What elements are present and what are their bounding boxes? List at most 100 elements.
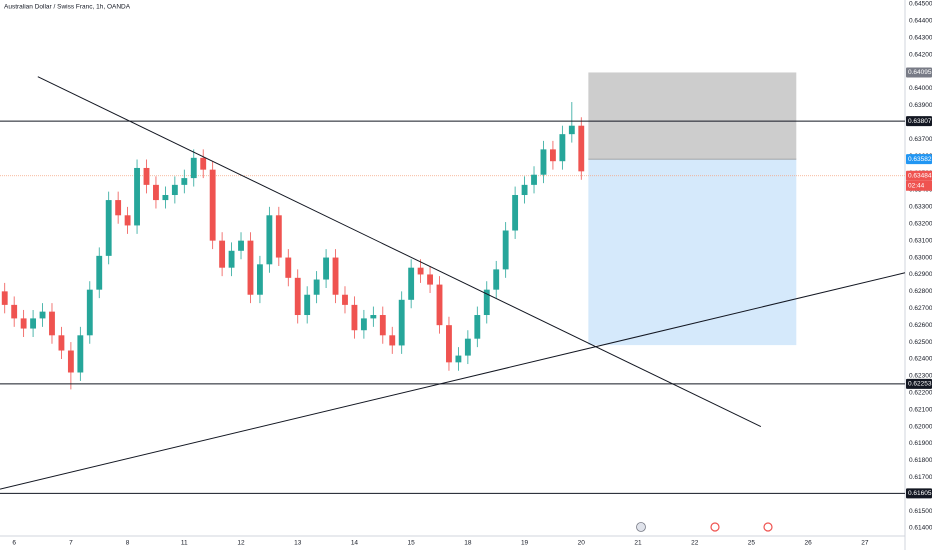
level-tag-label: 0.63807 — [908, 118, 932, 125]
event-icon[interactable] — [636, 522, 646, 532]
candle-body — [209, 169, 216, 241]
candle-body — [105, 200, 112, 256]
candle-body — [578, 125, 585, 172]
candle-body — [247, 240, 254, 295]
last-price-tag — [906, 170, 932, 181]
y-tick-label: 0.62800 — [909, 288, 932, 295]
x-tick-label: 20 — [578, 540, 586, 547]
y-tick-label: 0.61400 — [909, 525, 932, 532]
candle-body — [379, 315, 386, 336]
candle-body — [181, 178, 188, 185]
candle-body — [200, 157, 207, 170]
x-tick-label: 7 — [69, 540, 73, 547]
y-tick-label: 0.62700 — [909, 305, 932, 312]
x-tick-label: 19 — [521, 540, 529, 547]
y-tick-label: 0.64200 — [909, 51, 932, 58]
stop-tag — [906, 67, 932, 78]
candle-body — [342, 294, 348, 305]
level-tag-label: 0.61605 — [908, 490, 932, 497]
candle-body — [446, 325, 452, 363]
candle-body — [124, 215, 131, 226]
candle-body — [256, 264, 263, 295]
candle-body — [474, 315, 481, 339]
candle-body — [11, 304, 18, 319]
chart-title: Australian Dollar / Swiss Franc, 1h, OAN… — [4, 4, 131, 11]
y-tick-label: 0.62200 — [909, 389, 932, 396]
y-tick-label: 0.63700 — [909, 136, 932, 143]
y-tick-label: 0.63300 — [909, 204, 932, 211]
candle-body — [559, 134, 566, 162]
candle-body — [370, 315, 377, 319]
candle-body — [285, 257, 292, 278]
candle-body — [86, 289, 93, 336]
y-tick-label: 0.63900 — [909, 102, 932, 109]
x-tick-label: 11 — [181, 540, 188, 547]
candle-body — [323, 257, 330, 280]
x-tick-label: 8 — [126, 540, 130, 547]
stop-tag-label: 0.64095 — [908, 69, 932, 76]
candle-body — [228, 250, 235, 268]
candle-body — [96, 255, 103, 290]
candle-body — [313, 279, 320, 295]
candle-body — [455, 355, 462, 363]
level-tag — [906, 488, 932, 499]
candle-body — [549, 149, 556, 162]
candle-body — [134, 167, 140, 226]
candle-body — [294, 277, 301, 316]
candle-body — [502, 230, 509, 270]
x-tick-label: 27 — [861, 540, 869, 547]
last-price-tag-label: 0.63484 — [908, 172, 932, 179]
candle-body — [436, 284, 443, 326]
candle-body — [171, 184, 178, 196]
candle-body — [540, 149, 547, 175]
candle-body — [408, 267, 415, 300]
candle-body — [398, 299, 405, 346]
x-tick-label: 25 — [748, 540, 756, 547]
candle-body — [531, 174, 537, 185]
level-tag-label: 0.62253 — [908, 381, 932, 388]
candle-body — [512, 195, 519, 231]
x-tick-label: 26 — [805, 540, 813, 547]
event-icons — [636, 522, 773, 532]
candle-body — [332, 257, 339, 295]
y-tick-label: 0.61800 — [909, 457, 932, 464]
candle-body — [417, 267, 424, 275]
y-tick-label: 0.62500 — [909, 339, 932, 346]
y-tick-label: 0.62400 — [909, 356, 932, 363]
candle-body — [568, 125, 575, 135]
candle-body — [360, 318, 367, 331]
candle-body — [493, 269, 500, 290]
countdown-tag — [906, 180, 932, 191]
y-tick-label: 0.64400 — [909, 18, 932, 25]
event-icon[interactable] — [763, 522, 773, 532]
candle-body — [153, 184, 159, 201]
candle-body — [162, 195, 169, 201]
event-icon[interactable] — [710, 522, 720, 532]
y-tick-label: 0.62300 — [909, 373, 932, 380]
x-tick-label: 13 — [294, 540, 302, 547]
candle-body — [115, 200, 122, 216]
candle-body — [351, 304, 358, 331]
x-tick-label: 22 — [691, 540, 699, 547]
y-tick-label: 0.64500 — [909, 1, 932, 8]
candle-body — [49, 311, 55, 336]
candle-body — [521, 184, 528, 196]
candle-body — [39, 311, 46, 319]
y-tick-label: 0.63200 — [909, 220, 932, 227]
trendline — [37, 76, 762, 428]
candle-body — [389, 335, 396, 346]
candle-body — [143, 167, 150, 185]
y-tick-label: 0.62000 — [909, 423, 932, 430]
y-tick-label: 0.64000 — [909, 85, 932, 92]
level-tag — [906, 116, 932, 127]
x-tick-label: 12 — [237, 540, 245, 547]
candle-body — [58, 335, 65, 351]
candle-body — [483, 289, 490, 316]
x-tick-label: 14 — [351, 540, 359, 547]
stop-zone — [588, 72, 797, 160]
y-tick-label: 0.62600 — [909, 322, 932, 329]
x-tick-label: 18 — [464, 540, 472, 547]
candle-body — [190, 157, 197, 179]
countdown-label: 02:44 — [908, 182, 925, 189]
